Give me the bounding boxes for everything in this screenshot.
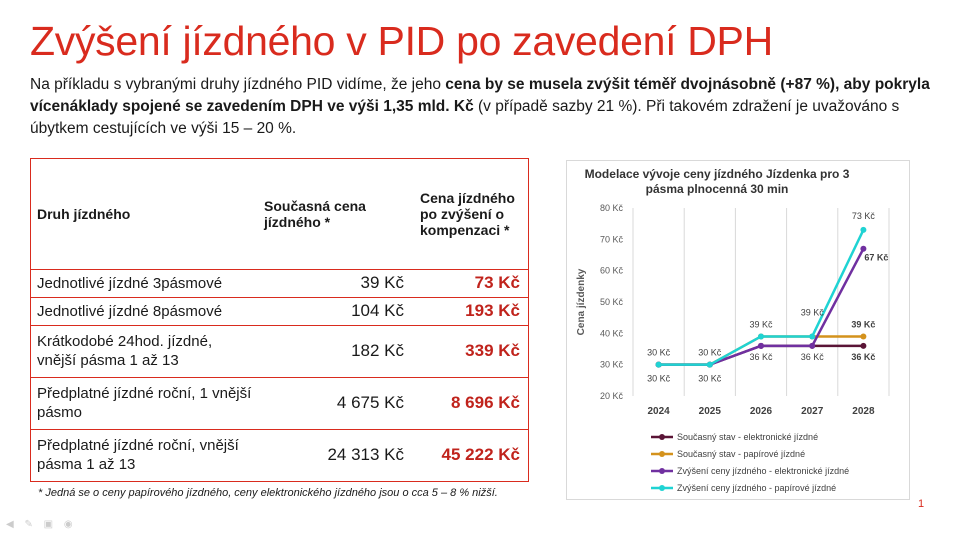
table-row: Jednotlivé jízdné 8pásmové 104 Kč 193 Kč bbox=[31, 296, 528, 326]
table-row: Jednotlivé jízdné 3pásmové 39 Kč 73 Kč bbox=[31, 268, 528, 298]
y-tick-label: 20 Kč bbox=[600, 391, 624, 401]
data-point bbox=[860, 333, 867, 340]
data-label: 36 Kč bbox=[801, 352, 825, 362]
fare-type-cell: Předplatné jízdné roční, 1 vnější pásmo bbox=[31, 376, 258, 430]
data-label: 39 Kč bbox=[749, 319, 773, 329]
data-point bbox=[706, 361, 713, 368]
fare-type-cell: Předplatné jízdné roční, vnější pásma 1 … bbox=[31, 428, 258, 481]
data-label: 67 Kč bbox=[864, 253, 888, 263]
data-label: 30 Kč bbox=[698, 374, 722, 384]
slide-nav-icons[interactable]: ◀ ✎ ▣ ◉ bbox=[6, 519, 77, 530]
table-row: Předplatné jízdné roční, vnější pásma 1 … bbox=[31, 428, 528, 481]
data-point bbox=[758, 342, 764, 349]
data-point bbox=[860, 226, 867, 233]
y-tick-label: 30 Kč bbox=[600, 360, 624, 370]
table-header-row: Druh jízdného Současná cena jízdného * C… bbox=[31, 159, 528, 269]
legend-marker bbox=[659, 434, 665, 440]
data-point bbox=[655, 361, 662, 368]
header-fare-type: Druh jízdného bbox=[37, 205, 131, 222]
x-tick-label: 2026 bbox=[750, 406, 773, 417]
intro-bold: cena by se musela zvýšit téměř dvojnásob… bbox=[30, 76, 930, 115]
current-price-cell: 182 Kč bbox=[258, 324, 414, 378]
data-label: 30 Kč bbox=[647, 348, 671, 358]
header-current-price: Současná cena jízdného * bbox=[264, 197, 366, 230]
y-tick-label: 70 Kč bbox=[600, 234, 624, 244]
data-label: 73 Kč bbox=[852, 211, 876, 221]
data-point bbox=[809, 333, 816, 340]
price-chart: Modelace vývoje ceny jízdného Jízdenka p… bbox=[566, 160, 910, 500]
y-tick-label: 40 Kč bbox=[600, 328, 624, 338]
current-price-cell: 39 Kč bbox=[258, 268, 414, 298]
page-number: 1 bbox=[918, 498, 925, 510]
legend-label: Současný stav - elektronické jízdné bbox=[677, 432, 818, 442]
fare-type-cell: Jednotlivé jízdné 3pásmové bbox=[31, 268, 258, 298]
fare-table: Druh jízdného Současná cena jízdného * C… bbox=[30, 158, 529, 482]
y-tick-label: 80 Kč bbox=[600, 203, 624, 213]
current-price-cell: 4 675 Kč bbox=[258, 376, 414, 430]
current-price-cell: 104 Kč bbox=[258, 296, 414, 326]
new-price-cell: 45 222 Kč bbox=[414, 428, 528, 481]
legend-marker bbox=[659, 468, 665, 474]
new-price-cell: 73 Kč bbox=[414, 268, 528, 298]
x-tick-label: 2024 bbox=[647, 406, 670, 417]
data-label: 39 Kč bbox=[801, 307, 825, 317]
x-tick-label: 2025 bbox=[699, 406, 722, 417]
chart-title: Modelace vývoje ceny jízdného Jízdenka p… bbox=[584, 167, 850, 196]
chart-svg: 20 Kč 30 Kč 40 Kč 50 Kč 60 Kč 70 Kč 80 Kč 2024 2… bbox=[576, 203, 890, 493]
x-tick-label: 2028 bbox=[852, 406, 875, 417]
footnote: * Jedná se o ceny papírového jízdného, c… bbox=[38, 487, 498, 499]
intro-part-1: Na příkladu s vybranými druhy jízdného P… bbox=[30, 76, 446, 93]
table-row: Krátkodobé 24hod. jízdné, vnější pásma 1… bbox=[31, 324, 528, 378]
legend-marker bbox=[659, 451, 665, 457]
data-label: 39 Kč bbox=[851, 319, 875, 329]
y-tick-label: 60 Kč bbox=[600, 266, 624, 276]
x-tick-label: 2027 bbox=[801, 406, 824, 417]
legend-label: Zvýšení ceny jízdného - papírové jízdné bbox=[677, 483, 836, 493]
y-tick-label: 50 Kč bbox=[600, 297, 624, 307]
legend-label: Zvýšení ceny jízdného - elektronické jíz… bbox=[677, 466, 849, 476]
fare-type-cell: Krátkodobé 24hod. jízdné, vnější pásma 1… bbox=[31, 324, 258, 378]
current-price-cell: 24 313 Kč bbox=[258, 428, 414, 481]
data-label: 36 Kč bbox=[851, 352, 875, 362]
intro-text: Na příkladu s vybranými druhy jízdného P… bbox=[30, 74, 930, 140]
intro-part-2: (v případě sazby 21 %). Při takovém zdra… bbox=[30, 98, 900, 137]
legend-label: Současný stav - papírové jízdné bbox=[677, 449, 805, 459]
table-row: Předplatné jízdné roční, 1 vnější pásmo … bbox=[31, 376, 528, 430]
data-label: 36 Kč bbox=[749, 352, 773, 362]
header-new-price: Cena jízdného po zvýšení o kompenzaci * bbox=[420, 189, 515, 238]
new-price-cell: 8 696 Kč bbox=[414, 376, 528, 430]
data-point bbox=[809, 342, 816, 349]
data-point bbox=[758, 333, 764, 340]
new-price-cell: 339 Kč bbox=[414, 324, 528, 378]
data-label: 30 Kč bbox=[698, 348, 722, 358]
fare-type-cell: Jednotlivé jízdné 8pásmové bbox=[31, 296, 258, 326]
legend-marker bbox=[659, 485, 665, 491]
new-price-cell: 193 Kč bbox=[414, 296, 528, 326]
y-axis-label: Cena jízdenky bbox=[576, 268, 587, 335]
data-point bbox=[860, 342, 867, 349]
page-title: Zvýšení jízdného v PID po zavedení DPH bbox=[30, 18, 773, 64]
data-label: 30 Kč bbox=[647, 374, 671, 384]
data-point bbox=[860, 245, 867, 252]
